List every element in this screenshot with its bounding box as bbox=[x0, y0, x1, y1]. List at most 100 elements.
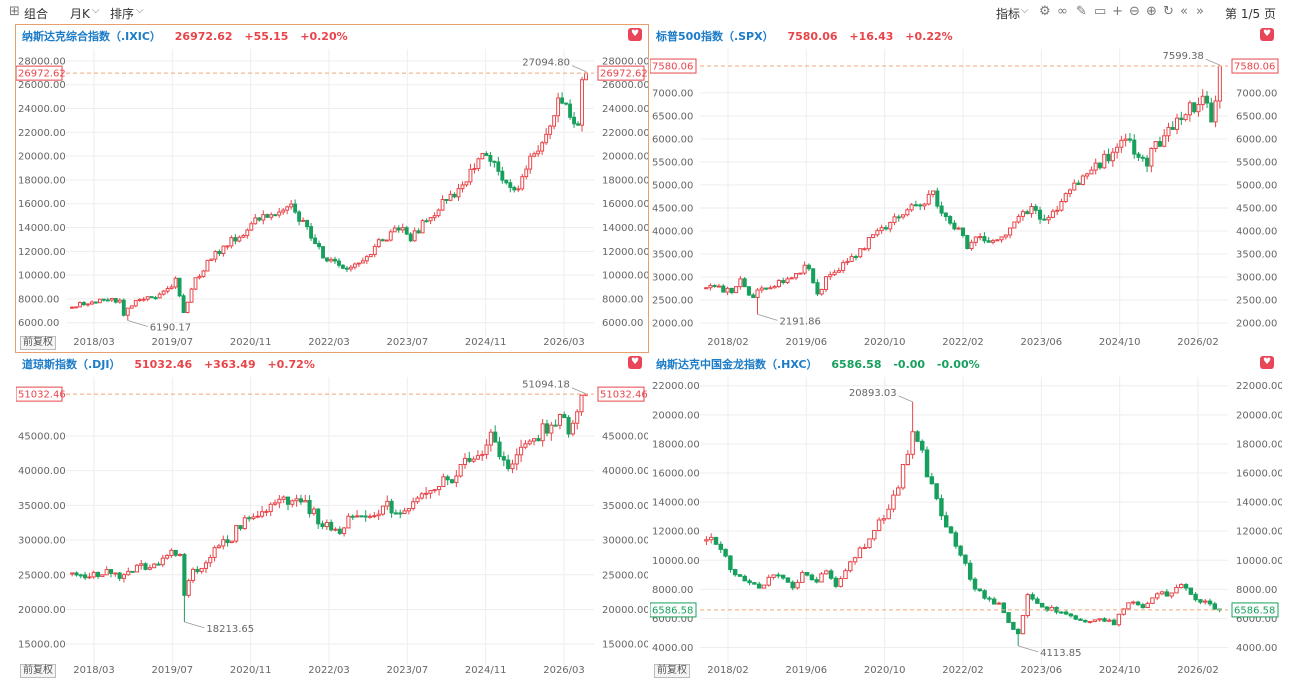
candlestick[interactable] bbox=[449, 478, 455, 484]
candlestick[interactable] bbox=[1135, 600, 1141, 606]
candlestick[interactable] bbox=[406, 508, 411, 515]
candlestick[interactable] bbox=[781, 277, 786, 285]
candlestick[interactable] bbox=[1059, 611, 1064, 614]
candlestick[interactable] bbox=[1162, 129, 1167, 148]
candlestick[interactable] bbox=[329, 519, 334, 532]
candlestick-chart[interactable]: 45000.00 45000.00 40000.00 40000.00 35000.00… bbox=[15, 353, 650, 680]
candlestick[interactable] bbox=[113, 572, 118, 577]
candlestick[interactable] bbox=[145, 296, 150, 302]
candlestick[interactable] bbox=[165, 554, 170, 560]
candlestick[interactable] bbox=[568, 99, 573, 120]
candlestick[interactable] bbox=[1183, 113, 1188, 122]
candlestick[interactable] bbox=[1174, 584, 1179, 594]
candlestick[interactable] bbox=[934, 483, 939, 501]
candlestick[interactable] bbox=[329, 257, 333, 263]
candlestick[interactable] bbox=[1131, 600, 1136, 605]
candlestick[interactable] bbox=[225, 245, 230, 250]
candlestick[interactable] bbox=[372, 243, 377, 258]
candlestick[interactable] bbox=[838, 576, 843, 588]
candlestick[interactable] bbox=[780, 574, 786, 580]
candlestick[interactable] bbox=[277, 494, 282, 509]
candlestick[interactable] bbox=[458, 464, 463, 478]
candlestick[interactable] bbox=[852, 556, 858, 565]
candlestick[interactable] bbox=[918, 203, 923, 211]
candlestick[interactable] bbox=[871, 234, 876, 239]
candlestick[interactable] bbox=[721, 284, 726, 293]
candlestick[interactable] bbox=[74, 571, 79, 577]
candlestick[interactable] bbox=[355, 510, 360, 518]
candlestick[interactable] bbox=[441, 473, 446, 487]
candlestick[interactable] bbox=[973, 236, 978, 247]
candlestick[interactable] bbox=[1044, 606, 1050, 612]
candlestick[interactable] bbox=[867, 538, 872, 549]
candlestick[interactable] bbox=[134, 564, 139, 573]
candlestick[interactable] bbox=[1149, 147, 1154, 173]
candlestick[interactable] bbox=[737, 574, 743, 577]
candlestick[interactable] bbox=[759, 285, 764, 293]
candlestick[interactable] bbox=[97, 298, 102, 304]
candlestick[interactable] bbox=[987, 596, 992, 602]
candlestick[interactable] bbox=[445, 474, 450, 486]
candlestick[interactable] bbox=[833, 576, 839, 589]
candlestick[interactable] bbox=[1083, 619, 1088, 623]
candlestick[interactable] bbox=[428, 217, 433, 225]
chevron-down-icon[interactable]: ⌵ bbox=[136, 5, 144, 16]
candlestick[interactable] bbox=[512, 185, 517, 193]
favorite-heart-icon[interactable]: ♥ bbox=[628, 356, 642, 369]
candlestick[interactable] bbox=[557, 413, 562, 430]
reset-icon[interactable]: ↻ bbox=[1163, 4, 1174, 19]
candlestick[interactable] bbox=[1209, 97, 1214, 123]
candlestick[interactable] bbox=[531, 438, 537, 446]
candlestick[interactable] bbox=[285, 205, 290, 215]
candlestick-chart[interactable]: 7000.00 7000.00 6500.00 6500.00 6000.00 6000.… bbox=[649, 25, 1282, 352]
candlestick[interactable] bbox=[356, 262, 361, 268]
candlestick[interactable] bbox=[560, 92, 565, 105]
candlestick[interactable] bbox=[245, 228, 250, 239]
candlestick[interactable] bbox=[289, 200, 294, 210]
candlestick[interactable] bbox=[1050, 208, 1055, 219]
candlestick[interactable] bbox=[317, 240, 321, 250]
candlestick[interactable] bbox=[905, 207, 910, 217]
candlestick[interactable] bbox=[257, 217, 262, 222]
candlestick[interactable] bbox=[87, 573, 92, 579]
candlestick[interactable] bbox=[121, 298, 126, 317]
candlestick[interactable] bbox=[129, 305, 134, 309]
favorite-heart-icon[interactable]: ♥ bbox=[1260, 28, 1274, 41]
candlestick[interactable] bbox=[392, 225, 397, 233]
candlestick[interactable] bbox=[213, 250, 218, 263]
candlestick[interactable] bbox=[294, 494, 299, 507]
candlestick[interactable] bbox=[216, 543, 221, 549]
candlestick[interactable] bbox=[999, 236, 1004, 243]
candlestick[interactable] bbox=[776, 572, 781, 579]
candlestick[interactable] bbox=[952, 220, 957, 231]
candlestick[interactable] bbox=[1059, 198, 1064, 212]
adjust-mode-button[interactable]: 前复权 bbox=[20, 336, 56, 350]
candlestick[interactable] bbox=[1020, 615, 1026, 635]
candlestick[interactable] bbox=[800, 570, 805, 583]
candlestick[interactable] bbox=[996, 601, 1002, 605]
candlestick[interactable] bbox=[333, 527, 338, 532]
candlestick[interactable] bbox=[333, 256, 337, 264]
candlestick[interactable] bbox=[814, 576, 819, 584]
candlestick[interactable] bbox=[1159, 590, 1165, 596]
candlestick[interactable] bbox=[857, 546, 863, 559]
candlestick[interactable] bbox=[712, 284, 717, 288]
candlestick[interactable] bbox=[201, 269, 206, 278]
candlestick[interactable] bbox=[1213, 95, 1218, 128]
candlestick[interactable] bbox=[177, 277, 182, 298]
candlestick[interactable] bbox=[540, 140, 545, 155]
candlestick[interactable] bbox=[350, 514, 355, 521]
candlestick[interactable] bbox=[943, 511, 949, 528]
candlestick[interactable] bbox=[484, 151, 489, 156]
candlestick[interactable] bbox=[488, 151, 493, 167]
candlestick[interactable] bbox=[553, 419, 558, 427]
candlestick[interactable] bbox=[1046, 215, 1051, 224]
candlestick-chart[interactable]: 22000.00 22000.00 20000.00 20000.00 18000.00… bbox=[649, 353, 1284, 680]
candlestick[interactable] bbox=[398, 509, 403, 519]
candlestick[interactable] bbox=[1136, 151, 1141, 161]
candlestick[interactable] bbox=[152, 562, 157, 569]
candlestick[interactable] bbox=[1116, 613, 1122, 627]
candlestick[interactable] bbox=[729, 287, 734, 295]
candlestick[interactable] bbox=[926, 190, 931, 206]
candlestick[interactable] bbox=[1145, 155, 1150, 173]
